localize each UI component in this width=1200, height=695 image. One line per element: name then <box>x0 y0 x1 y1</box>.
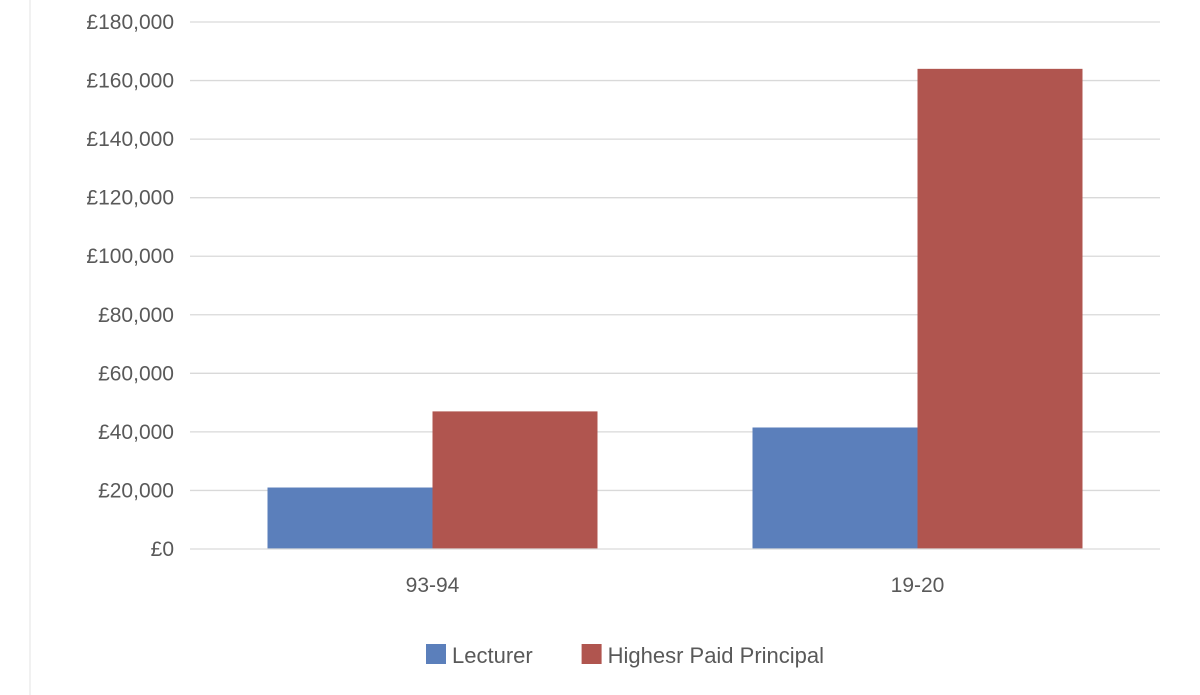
legend: Lecturer Highesr Paid Principal <box>426 643 824 668</box>
y-tick-label: £40,000 <box>98 421 174 444</box>
x-tick-label: 19-20 <box>891 574 945 597</box>
bar <box>432 411 598 549</box>
legend-swatch <box>426 644 446 664</box>
y-tick-label: £160,000 <box>86 70 174 93</box>
legend-label: Lecturer <box>452 643 533 668</box>
x-tick-label: 93-94 <box>406 574 460 597</box>
legend-swatch <box>581 644 602 664</box>
x-axis-tick-labels: 93-94 19-20 <box>406 574 945 597</box>
y-tick-label: £100,000 <box>86 245 174 268</box>
bar <box>917 68 1083 549</box>
y-tick-label: £180,000 <box>86 11 174 34</box>
y-tick-label: £60,000 <box>98 362 174 385</box>
y-tick-label: £80,000 <box>98 304 174 327</box>
bars <box>267 68 1083 549</box>
legend-label: Highesr Paid Principal <box>608 643 824 668</box>
y-tick-label: £120,000 <box>86 187 174 210</box>
bar <box>267 487 433 549</box>
y-tick-label: £140,000 <box>86 128 174 151</box>
bar <box>752 427 918 549</box>
y-tick-label: £20,000 <box>98 479 174 502</box>
y-axis-tick-labels: £0 £20,000 £40,000 £60,000 £80,000 £100,000 £1… <box>86 11 174 561</box>
y-tick-label: £0 <box>151 538 174 561</box>
